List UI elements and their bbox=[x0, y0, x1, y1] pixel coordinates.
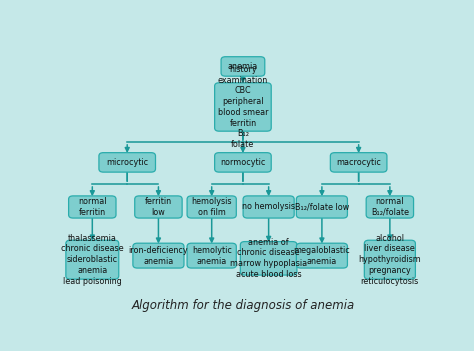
Text: alcohol
liver disease
hypothyroidism
pregnancy
reticulocytosis: alcohol liver disease hypothyroidism pre… bbox=[358, 234, 421, 286]
Text: normocytic: normocytic bbox=[220, 158, 265, 167]
Text: B₁₂/folate low: B₁₂/folate low bbox=[295, 203, 349, 212]
FancyBboxPatch shape bbox=[215, 153, 271, 172]
FancyBboxPatch shape bbox=[69, 196, 116, 218]
Text: history
examination
CBC
peripheral
blood smear
ferritin
B₁₂
folate: history examination CBC peripheral blood… bbox=[218, 65, 268, 149]
FancyBboxPatch shape bbox=[296, 196, 347, 218]
Text: thalassemia
chronic disease
sideroblastic
anemia
lead poisoning: thalassemia chronic disease sideroblasti… bbox=[61, 234, 124, 286]
Text: anemia of
chronic disease
marrow hypoplasia
acute blood loss: anemia of chronic disease marrow hypopla… bbox=[230, 238, 307, 279]
FancyBboxPatch shape bbox=[240, 241, 297, 275]
FancyBboxPatch shape bbox=[296, 243, 347, 268]
Text: normal
B₁₂/folate: normal B₁₂/folate bbox=[371, 197, 409, 217]
Text: hemolytic
anemia: hemolytic anemia bbox=[192, 246, 232, 265]
Text: ferritin
low: ferritin low bbox=[145, 197, 172, 217]
FancyBboxPatch shape bbox=[221, 57, 265, 76]
Text: megaloblastic
anemia: megaloblastic anemia bbox=[293, 246, 350, 265]
FancyBboxPatch shape bbox=[99, 153, 155, 172]
Text: hemolysis
on film: hemolysis on film bbox=[191, 197, 232, 217]
Text: anemia: anemia bbox=[228, 62, 258, 71]
FancyBboxPatch shape bbox=[135, 196, 182, 218]
FancyBboxPatch shape bbox=[133, 243, 184, 268]
Text: microcytic: microcytic bbox=[106, 158, 148, 167]
Text: macrocytic: macrocytic bbox=[336, 158, 381, 167]
Text: normal
ferritin: normal ferritin bbox=[78, 197, 107, 217]
Text: no hemolysis: no hemolysis bbox=[242, 203, 295, 212]
FancyBboxPatch shape bbox=[243, 196, 294, 218]
Text: Algorithm for the diagnosis of anemia: Algorithm for the diagnosis of anemia bbox=[131, 299, 355, 312]
FancyBboxPatch shape bbox=[66, 240, 119, 279]
FancyBboxPatch shape bbox=[365, 240, 415, 279]
FancyBboxPatch shape bbox=[366, 196, 413, 218]
FancyBboxPatch shape bbox=[187, 243, 237, 268]
FancyBboxPatch shape bbox=[330, 153, 387, 172]
FancyBboxPatch shape bbox=[187, 196, 237, 218]
FancyBboxPatch shape bbox=[215, 83, 271, 131]
Text: iron-deficiency
anemia: iron-deficiency anemia bbox=[128, 246, 188, 265]
